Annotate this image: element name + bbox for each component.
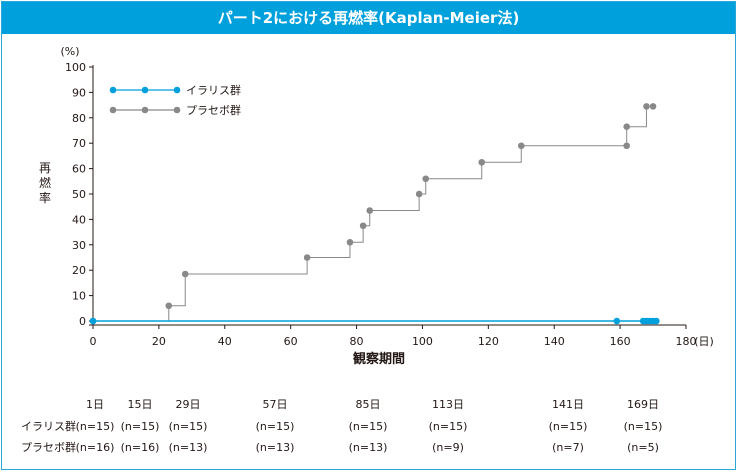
risk-n-ilaris-7: (n=15) [624, 420, 663, 433]
legend-marker-ilaris-2 [173, 86, 181, 94]
x-tick-label-160: 160 [610, 335, 631, 348]
y-tick-label-20: 20 [72, 264, 86, 277]
risk-day-141: 141日 [552, 398, 584, 411]
legend-label-ilaris: イラリス群 [186, 83, 241, 97]
y-tick-label-70: 70 [72, 137, 86, 150]
x-tick-label-120: 120 [478, 335, 499, 348]
marker-placebo-9 [478, 158, 486, 166]
risk-day-15: 15日 [128, 398, 153, 411]
marker-placebo-5 [359, 222, 367, 230]
risk-n-placebo-3: (n=13) [256, 441, 295, 454]
y-tick-label-30: 30 [72, 239, 86, 252]
marker-placebo-4 [346, 238, 354, 246]
y-tick-label-90: 90 [72, 86, 86, 99]
risk-day-1: 1日 [86, 398, 104, 411]
risk-group-ilaris: イラリス群 [21, 419, 76, 433]
risk-day-169: 169日 [627, 398, 659, 411]
risk-n-ilaris-6: (n=15) [549, 420, 588, 433]
x-tick-label-20: 20 [152, 335, 166, 348]
legend-marker-placebo-1 [141, 106, 149, 114]
marker-placebo-8 [422, 175, 430, 183]
risk-n-ilaris-5: (n=15) [429, 420, 468, 433]
y-tick-label-40: 40 [72, 213, 86, 226]
marker-placebo-6 [366, 207, 374, 214]
marker-placebo-1 [165, 302, 173, 310]
risk-n-ilaris-4: (n=15) [349, 420, 388, 433]
x-tick-label-80: 80 [350, 335, 364, 348]
x-unit-label: (日) [694, 335, 714, 348]
marker-placebo-13 [643, 103, 650, 110]
risk-day-85: 85日 [356, 398, 381, 411]
marker-ilaris-0 [89, 317, 97, 325]
risk-n-placebo-2: (n=13) [169, 441, 208, 454]
risk-n-placebo-7: (n=5) [627, 441, 659, 454]
marker-placebo-7 [415, 190, 423, 198]
legend-marker-ilaris-0 [109, 86, 117, 94]
marker-placebo-10 [517, 142, 525, 150]
y-tick-label-10: 10 [72, 290, 86, 303]
y-tick-label-60: 60 [72, 163, 86, 176]
risk-n-placebo-5: (n=9) [432, 441, 464, 454]
y-tick-label-0: 0 [79, 315, 86, 328]
y-tick-label-80: 80 [72, 112, 86, 125]
legend-marker-placebo-2 [173, 106, 181, 114]
risk-n-placebo-0: (n=16) [76, 441, 115, 454]
marker-ilaris-6 [653, 317, 660, 325]
risk-n-ilaris-2: (n=15) [169, 420, 208, 433]
y-tick-label-100: 100 [65, 61, 86, 74]
y-axis-title: 再燃率 [39, 161, 51, 205]
legend-label-placebo: プラセボ群 [186, 103, 241, 117]
risk-day-29: 29日 [176, 398, 201, 411]
x-tick-label-60: 60 [284, 335, 298, 348]
y-tick-label-50: 50 [72, 188, 86, 201]
risk-day-57: 57日 [263, 398, 288, 411]
risk-n-placebo-1: (n=16) [121, 441, 160, 454]
risk-group-placebo: プラセボ群 [21, 440, 76, 454]
legend-marker-placebo-0 [109, 106, 117, 114]
marker-placebo-11 [623, 142, 630, 150]
x-tick-label-0: 0 [90, 335, 97, 348]
x-tick-label-100: 100 [412, 335, 433, 348]
x-axis-title: 観察期間 [352, 351, 405, 367]
legend-marker-ilaris-1 [141, 86, 149, 94]
marker-placebo-2 [181, 270, 189, 278]
x-tick-label-180: 180 [676, 335, 697, 348]
risk-n-ilaris-0: (n=15) [76, 420, 115, 433]
risk-n-ilaris-1: (n=15) [121, 420, 160, 433]
risk-n-ilaris-3: (n=15) [256, 420, 295, 433]
risk-n-placebo-4: (n=13) [349, 441, 388, 454]
risk-n-placebo-6: (n=7) [552, 441, 584, 454]
marker-ilaris-1 [613, 317, 621, 325]
marker-placebo-12 [623, 123, 630, 130]
y-unit-label: (%) [60, 45, 79, 58]
figure-title: パート2における再燃率(Kaplan-Meier法) [2, 2, 735, 34]
marker-placebo-14 [649, 103, 657, 110]
x-tick-label-140: 140 [544, 335, 565, 348]
risk-day-113: 113日 [432, 398, 464, 411]
x-tick-label-40: 40 [218, 335, 232, 348]
marker-placebo-3 [303, 254, 311, 261]
